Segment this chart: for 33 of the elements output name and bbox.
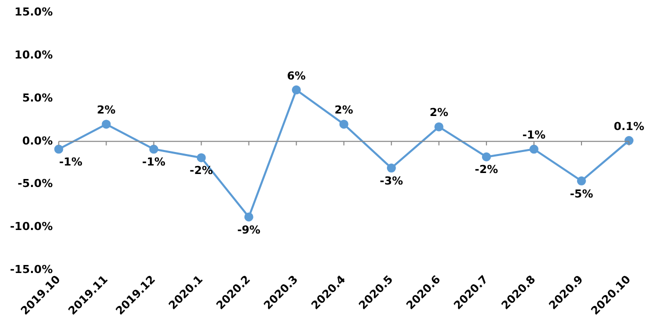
point	[292, 85, 301, 94]
data-label: 2%	[96, 104, 116, 117]
point	[434, 122, 444, 132]
y-tick-label: 0.0%	[22, 134, 53, 148]
data-label: 0.1%	[614, 120, 644, 133]
point	[339, 120, 348, 129]
point	[482, 152, 491, 162]
point	[149, 144, 158, 154]
data-label: -1%	[522, 128, 546, 142]
point	[54, 144, 64, 154]
y-tick-label: 15.0%	[14, 5, 53, 18]
point	[624, 136, 634, 146]
data-label: -9%	[237, 223, 260, 236]
point	[196, 153, 206, 162]
y-tick-label: -15.0%	[10, 263, 53, 276]
data-label: 2%	[334, 104, 354, 117]
point	[102, 120, 111, 129]
data-label: 2%	[430, 106, 448, 120]
point	[576, 176, 586, 186]
y-tick-label: 5.0%	[22, 91, 53, 104]
point	[529, 144, 538, 154]
data-label: -1%	[142, 156, 166, 169]
data-label: -2%	[474, 163, 498, 176]
data-label: -5%	[570, 187, 594, 200]
data-label: -1%	[59, 156, 82, 169]
y-tick-label: 10.0%	[14, 48, 53, 62]
point	[386, 164, 396, 173]
data-label: -3%	[380, 174, 404, 188]
y-tick-label: -10.0%	[10, 220, 53, 234]
y-tick-label: -5.0%	[18, 177, 53, 190]
point	[244, 212, 254, 222]
data-label: 6%	[286, 69, 306, 82]
data-label: -2%	[190, 164, 213, 178]
